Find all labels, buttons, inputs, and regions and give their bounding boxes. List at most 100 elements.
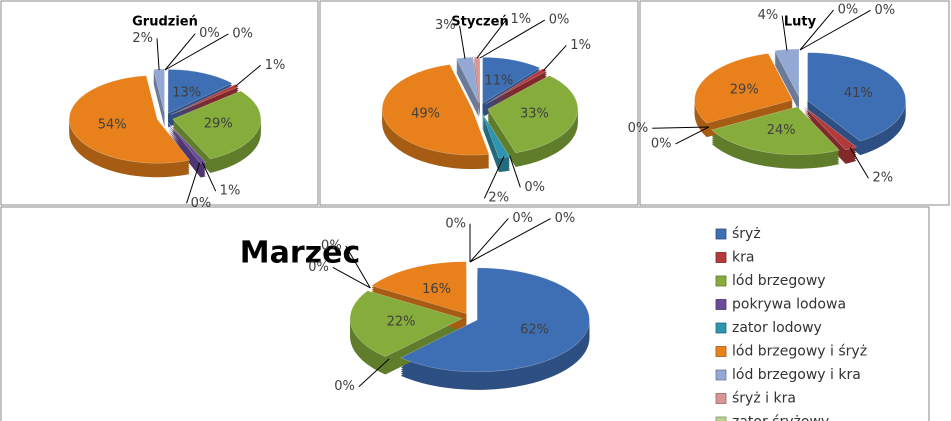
leader-line	[652, 126, 709, 129]
slice	[167, 69, 233, 114]
legend-swatch	[715, 346, 727, 357]
data-label: 11%	[484, 74, 513, 89]
data-label: 2%	[132, 31, 153, 46]
data-label: 0%	[232, 26, 253, 41]
slice	[370, 261, 467, 315]
data-label: 0%	[334, 379, 355, 394]
data-label: 2%	[488, 191, 509, 206]
data-label: 0%	[199, 26, 220, 41]
panel	[0, 206, 930, 421]
legend-label: lód brzegowy	[732, 273, 826, 289]
legend-swatch	[715, 299, 727, 310]
slice	[349, 290, 463, 357]
data-label: 24%	[767, 123, 796, 138]
data-label: 1%	[220, 184, 241, 199]
data-label: 29%	[730, 83, 759, 98]
data-label: 0%	[651, 136, 672, 151]
leader-line	[476, 19, 507, 59]
legend-swatch	[715, 416, 727, 421]
data-label: 1%	[510, 12, 531, 27]
leader-line	[483, 156, 505, 199]
slice	[473, 56, 481, 104]
leader-line	[799, 9, 834, 51]
slice	[482, 56, 541, 104]
slice-side	[485, 74, 547, 111]
legend-swatch	[715, 252, 727, 263]
slice	[69, 75, 191, 164]
data-label: 2%	[872, 171, 893, 186]
leader-line	[675, 126, 710, 145]
leader-line	[164, 33, 229, 71]
leader-line	[799, 9, 871, 51]
data-label: 0%	[308, 260, 329, 275]
leader-line	[235, 64, 262, 87]
data-label: 54%	[98, 117, 127, 132]
legend-label: lód brzegowy i śryż	[732, 344, 867, 360]
data-label: 3%	[435, 18, 456, 33]
slice-side	[171, 88, 239, 119]
leader-line	[543, 45, 567, 71]
data-label: 0%	[555, 211, 576, 226]
data-label: 0%	[512, 211, 533, 226]
slice	[400, 267, 590, 373]
chart-title: Grudzień	[132, 15, 198, 30]
data-label: 0%	[875, 3, 896, 18]
legend-label: lód brzegowy i kra	[732, 367, 861, 383]
legend-swatch	[715, 322, 727, 334]
data-label: 0%	[838, 3, 859, 18]
leader-line	[469, 218, 509, 263]
legend-label: zator śryżowy	[732, 414, 829, 421]
leader-line	[781, 15, 788, 51]
slice-side	[485, 70, 547, 107]
leader-line	[201, 161, 217, 192]
legend-label: śryż i kra	[732, 391, 796, 407]
data-label: 0%	[321, 238, 342, 253]
data-label: 16%	[422, 282, 451, 297]
chart-title: Luty	[784, 15, 817, 30]
chart-title: Styczeń	[451, 15, 508, 30]
slice	[381, 64, 490, 156]
legend-swatch	[715, 275, 727, 287]
slice	[172, 90, 262, 160]
data-label: 41%	[844, 86, 873, 101]
leader-line	[509, 155, 521, 188]
panel	[639, 0, 950, 206]
leader-line	[332, 267, 371, 289]
leader-line	[459, 25, 466, 59]
legend-swatch	[715, 228, 727, 240]
slice	[153, 68, 165, 114]
data-label: 1%	[265, 58, 286, 73]
slice	[711, 106, 840, 156]
slice	[487, 75, 579, 154]
data-label: 22%	[387, 315, 416, 330]
leader-line	[345, 245, 371, 289]
leader-line	[156, 38, 160, 71]
leader-line	[469, 218, 551, 263]
data-label: 0%	[628, 121, 649, 136]
data-label: 1%	[570, 38, 591, 53]
slice-side	[171, 86, 239, 117]
panel	[319, 0, 639, 206]
data-label: 0%	[191, 196, 212, 211]
legend-swatch	[715, 393, 727, 404]
chart-title: Marzec	[240, 236, 360, 271]
slice	[807, 52, 906, 142]
data-label: 0%	[524, 180, 545, 195]
slice-side	[485, 72, 547, 109]
leader-line	[358, 358, 390, 388]
panel	[0, 0, 319, 206]
legend-label: śryż	[732, 226, 761, 242]
data-label: 4%	[758, 8, 779, 23]
data-label: 0%	[549, 13, 570, 28]
slice	[694, 53, 794, 124]
data-label: 49%	[411, 107, 440, 122]
legend-label: kra	[732, 250, 754, 266]
data-label: 13%	[172, 85, 201, 100]
legend-label: zator lodowy	[732, 320, 822, 336]
data-label: 33%	[520, 107, 549, 122]
data-label: 0%	[445, 216, 466, 231]
data-label: 62%	[520, 322, 549, 337]
leader-line	[479, 19, 546, 59]
legend-swatch	[715, 369, 727, 381]
